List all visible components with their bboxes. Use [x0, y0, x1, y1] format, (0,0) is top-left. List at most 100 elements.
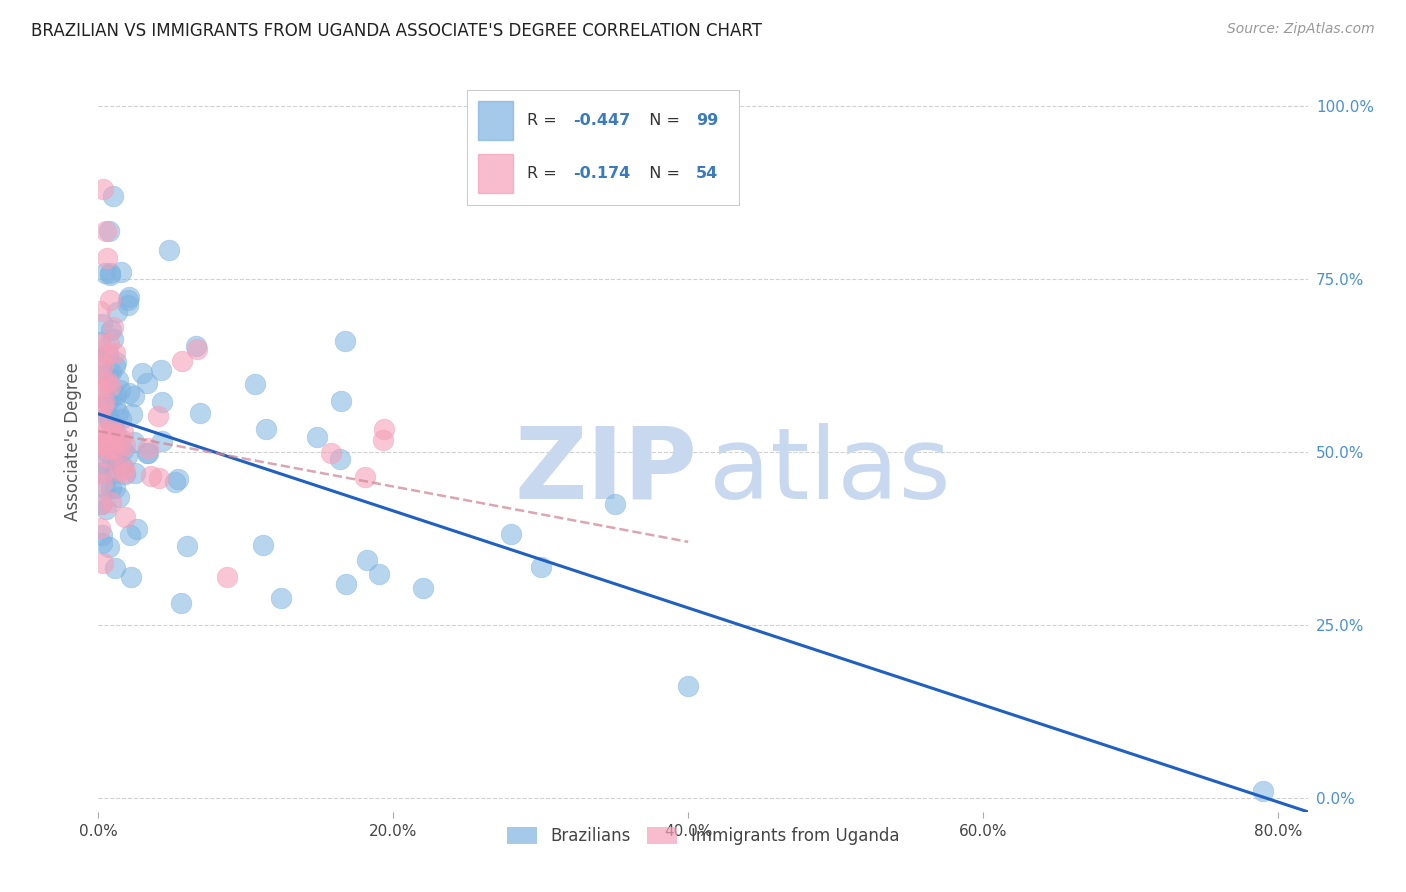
Point [108, 443, 131, 458]
Point [215, 570, 238, 584]
Point [150, 395, 173, 409]
Point [112, 461, 135, 475]
Point [103, 417, 125, 431]
Point [150, 434, 173, 449]
Point [100, 419, 122, 434]
Y-axis label: Associate's Degree: Associate's Degree [65, 362, 83, 521]
Point [146, 409, 169, 424]
Point [115, 449, 138, 463]
Point [98, 266, 121, 280]
Point [117, 298, 139, 312]
Point [100, 495, 122, 509]
Point [90, 497, 112, 511]
Point [104, 346, 127, 360]
Point [335, 577, 357, 591]
Point [93, 266, 115, 280]
Point [97, 346, 120, 360]
Point [136, 446, 159, 460]
Point [501, 526, 523, 541]
Point [89, 381, 111, 395]
Point [114, 467, 136, 481]
Point [98, 337, 121, 351]
Point [124, 434, 146, 449]
Point [371, 434, 394, 448]
Point [170, 353, 193, 368]
Point [114, 466, 136, 480]
Point [97, 442, 120, 456]
Point [104, 359, 127, 374]
Point [111, 458, 134, 473]
Point [89, 304, 111, 318]
Point [100, 481, 122, 495]
Point [101, 320, 124, 334]
Point [118, 385, 141, 400]
Point [104, 561, 127, 575]
Point [96, 424, 118, 438]
Point [101, 417, 124, 432]
Point [98, 268, 121, 283]
Point [94, 465, 117, 479]
Point [89, 405, 111, 419]
Point [254, 422, 277, 436]
Point [330, 394, 353, 409]
Point [148, 471, 170, 485]
Point [373, 421, 395, 435]
Point [136, 441, 159, 455]
Point [176, 540, 198, 554]
Point [104, 481, 127, 495]
Point [89, 467, 111, 481]
Point [112, 425, 135, 439]
Point [105, 305, 128, 319]
Point [110, 432, 132, 446]
Point [186, 342, 208, 356]
Point [252, 538, 274, 552]
Point [165, 475, 187, 489]
Point [91, 476, 114, 491]
Point [100, 323, 122, 337]
Point [91, 497, 114, 511]
Point [105, 355, 128, 369]
Point [89, 436, 111, 450]
Text: Source: ZipAtlas.com: Source: ZipAtlas.com [1227, 22, 1375, 37]
Point [94, 502, 117, 516]
Point [114, 438, 136, 452]
Point [188, 406, 211, 420]
Point [89, 351, 111, 366]
Point [108, 383, 131, 397]
Point [97, 347, 120, 361]
Point [118, 528, 141, 542]
Point [108, 464, 131, 478]
Point [89, 521, 111, 535]
Point [96, 410, 118, 425]
Point [108, 491, 131, 505]
Point [124, 467, 146, 481]
Point [110, 412, 132, 426]
Point [91, 398, 114, 412]
Point [170, 596, 193, 610]
Point [91, 182, 114, 196]
Point [97, 368, 120, 383]
Point [107, 443, 129, 458]
Point [93, 438, 115, 452]
Text: ZIP: ZIP [515, 423, 697, 520]
Point [93, 394, 115, 409]
Point [110, 265, 132, 279]
Point [94, 376, 117, 390]
Point [101, 189, 124, 203]
Point [89, 390, 111, 404]
Point [101, 455, 124, 469]
Point [94, 223, 117, 237]
Point [97, 375, 120, 389]
Point [105, 450, 128, 465]
Point [97, 435, 120, 450]
Point [98, 379, 121, 393]
Point [101, 332, 124, 346]
Point [329, 452, 352, 467]
Point [114, 510, 136, 524]
Point [135, 376, 157, 390]
Point [96, 251, 118, 265]
Point [96, 445, 118, 459]
Point [150, 362, 173, 376]
Point [412, 582, 434, 596]
Point [305, 430, 328, 444]
